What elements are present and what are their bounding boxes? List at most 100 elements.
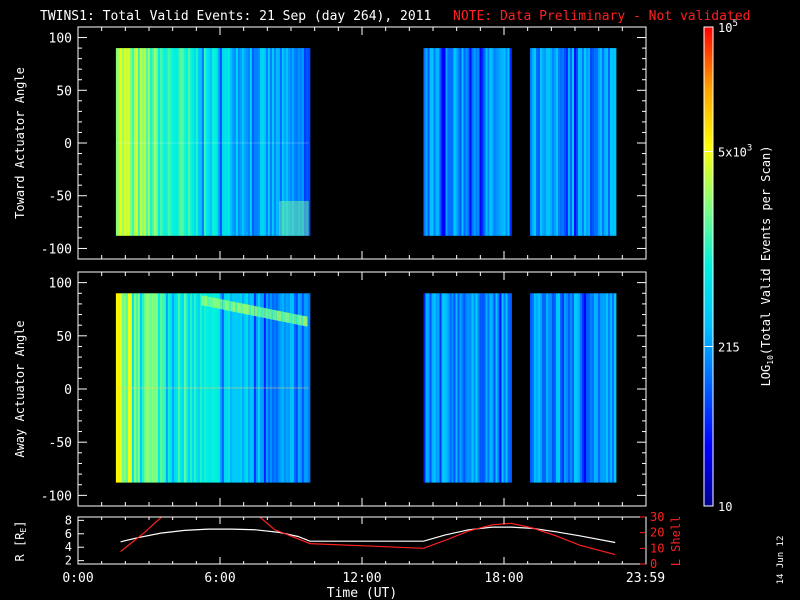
heatmap-column — [275, 48, 279, 236]
heatmap-band — [233, 301, 236, 312]
heatmap-column — [183, 48, 187, 236]
heatmap-column — [143, 293, 147, 483]
heatmap-column — [173, 48, 177, 236]
heatmap-column — [129, 48, 133, 236]
heatmap-column — [507, 48, 510, 236]
heatmap-band — [207, 296, 210, 307]
heatmap-band — [225, 300, 228, 311]
heatmap-column — [532, 48, 535, 236]
heatmap-column — [223, 48, 227, 236]
heatmap-column — [159, 48, 163, 236]
heatmap-column — [564, 48, 567, 236]
heatmap-column — [203, 48, 207, 236]
heatmap-column — [123, 48, 127, 236]
x-tick-label: 12:00 — [342, 571, 381, 586]
heatmap-column — [307, 48, 311, 236]
heatmap-column — [277, 48, 281, 236]
colorbar-tick-label: 10 — [718, 500, 732, 514]
heatmap-column — [301, 48, 305, 236]
heatmap-column — [550, 48, 553, 236]
heatmap-column — [602, 293, 605, 483]
heatmap-column — [143, 48, 147, 236]
heatmap-column — [293, 48, 297, 236]
heatmap-column — [117, 48, 121, 236]
heatmap-column — [267, 293, 271, 483]
heatmap-column — [425, 48, 428, 236]
heatmap-column — [189, 293, 193, 483]
heatmap-band — [263, 307, 266, 318]
heatmap-column — [491, 293, 494, 483]
heatmap-column — [133, 293, 137, 483]
heatmap-column — [572, 48, 575, 236]
heatmap-column — [554, 293, 557, 483]
heatmap-column — [181, 293, 185, 483]
heatmap-column — [207, 48, 211, 236]
heatmap-band — [267, 308, 270, 319]
heatmap-column — [600, 293, 603, 483]
heatmap-column — [497, 48, 500, 236]
r-tick-label: 8 — [65, 513, 72, 527]
heatmap-column — [556, 48, 559, 236]
heatmap-column — [211, 293, 215, 483]
colorbar-tick-label: 105 — [718, 19, 738, 35]
heatmap-column — [289, 48, 293, 236]
heatmap-column — [301, 293, 305, 483]
heatmap-column — [167, 48, 171, 236]
r-series-line — [120, 526, 616, 544]
heatmap-band — [215, 298, 218, 309]
heatmap-band — [301, 315, 304, 326]
y-tick-label: 100 — [49, 32, 72, 47]
heatmap-band — [275, 310, 278, 321]
heatmap-column — [153, 48, 157, 236]
heatmap-column — [305, 48, 309, 236]
heatmap-column — [499, 293, 502, 483]
heatmap-column — [275, 293, 279, 483]
heatmap-column — [251, 48, 255, 236]
heatmap-column — [580, 48, 583, 236]
heatmap-center-line — [115, 386, 309, 389]
heatmap-column — [163, 293, 167, 483]
heatmap-column — [445, 293, 448, 483]
heatmap-column — [542, 48, 545, 236]
heatmap-band — [247, 304, 250, 315]
heatmap-column — [175, 48, 179, 236]
heatmap-column — [127, 293, 131, 483]
heatmap-column — [491, 48, 494, 236]
colorbar-tick-label: 5x103 — [718, 144, 752, 160]
heatmap-column — [536, 293, 539, 483]
heatmap-column — [287, 48, 291, 236]
heatmap-column — [449, 293, 452, 483]
heatmap-column — [443, 48, 446, 236]
heatmap-patch — [279, 201, 309, 236]
heatmap-column — [487, 48, 490, 236]
heatmap-column — [213, 48, 217, 236]
heatmap-column — [183, 293, 187, 483]
heatmap-column — [501, 293, 504, 483]
heatmap-column — [207, 293, 211, 483]
heatmap-column — [221, 293, 225, 483]
colorbar-gradient — [704, 27, 713, 506]
heatmap-column — [145, 48, 149, 236]
heatmap-column — [241, 293, 245, 483]
y-tick-label: -50 — [49, 190, 72, 205]
heatmap-column — [495, 293, 498, 483]
heatmap-column — [461, 48, 464, 236]
heatmap-column — [576, 293, 579, 483]
heatmap-column — [604, 293, 607, 483]
heatmap-column — [225, 48, 229, 236]
heatmap-column — [219, 48, 223, 236]
heatmap-band — [273, 310, 276, 320]
heatmap-column — [493, 293, 496, 483]
heatmap-band — [271, 309, 274, 320]
heatmap-column — [610, 293, 613, 483]
heatmap-column — [530, 293, 533, 483]
heatmap-column — [205, 293, 209, 483]
heatmap-column — [481, 293, 484, 483]
heatmap-column — [215, 293, 219, 483]
heatmap-band — [303, 316, 306, 326]
heatmap-column — [165, 293, 169, 483]
heatmap-column — [157, 48, 161, 236]
heatmap-band — [285, 312, 288, 323]
heatmap-column — [271, 293, 275, 483]
heatmap-band — [201, 295, 204, 306]
